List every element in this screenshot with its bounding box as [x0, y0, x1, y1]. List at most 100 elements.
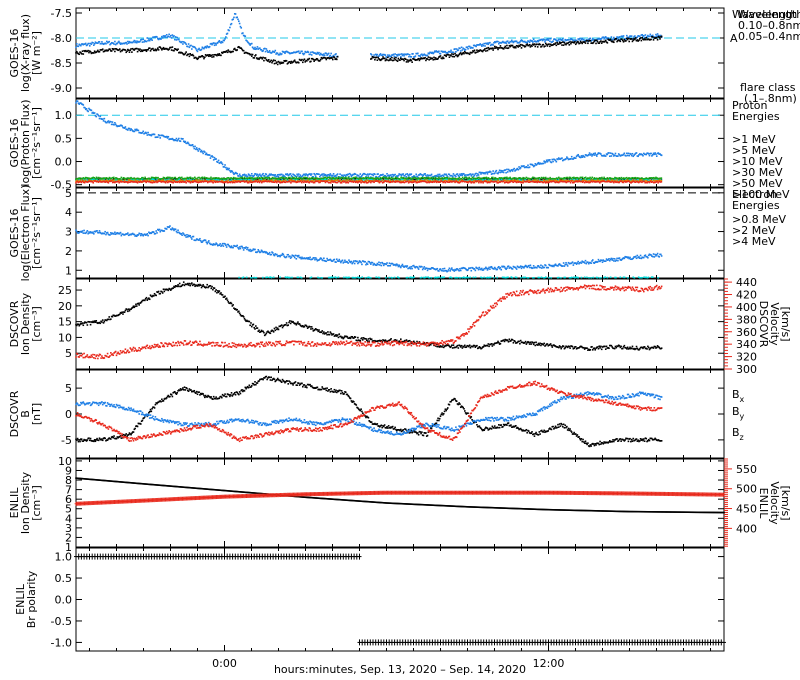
- data-point: [259, 180, 262, 182]
- data-point: [416, 181, 419, 184]
- data-point: [432, 175, 435, 178]
- data-point: [464, 51, 467, 54]
- data-point: [256, 173, 259, 176]
- data-point: [161, 37, 164, 39]
- data-point: [586, 39, 588, 42]
- data-point: [167, 49, 170, 51]
- data-point: [146, 179, 149, 182]
- data-point: [391, 175, 393, 178]
- data-point: [215, 180, 218, 183]
- data-point: [584, 178, 587, 181]
- data-point: [238, 46, 241, 49]
- data-point: [87, 49, 89, 52]
- data-point: [402, 181, 405, 183]
- data-point: [573, 181, 575, 184]
- data-point: [94, 114, 97, 117]
- data-point: [177, 180, 180, 183]
- data-point: [273, 51, 276, 54]
- data-point: [537, 179, 540, 182]
- data-point: [378, 181, 381, 184]
- data-point: [269, 51, 272, 54]
- data-point: [353, 177, 356, 180]
- data-point: [270, 179, 273, 182]
- data-point: [548, 159, 550, 162]
- data-point: [310, 54, 313, 56]
- data-point: [324, 180, 327, 182]
- data-point: [144, 179, 146, 182]
- data-point: [607, 152, 609, 154]
- data-point: [566, 180, 569, 183]
- data-point: [454, 181, 456, 184]
- data-point: [102, 180, 104, 183]
- data-point: [588, 181, 590, 184]
- data-point: [138, 49, 140, 52]
- data-point: [521, 177, 523, 180]
- data-point: [271, 179, 274, 181]
- data-point: [500, 42, 503, 44]
- data-point: [173, 49, 175, 52]
- data-point: [298, 180, 301, 183]
- data-point: [443, 179, 446, 182]
- data-point: [506, 179, 508, 182]
- data-point: [242, 32, 244, 34]
- data-point: [472, 44, 475, 47]
- data-point: [383, 57, 386, 60]
- data-point: [182, 52, 184, 55]
- data-point: [533, 181, 535, 183]
- data-point: [227, 49, 230, 51]
- data-point: [525, 176, 528, 179]
- data-point: [223, 39, 226, 42]
- data-point: [203, 46, 206, 49]
- data-point: [160, 180, 163, 182]
- data-point: [250, 55, 253, 57]
- data-point: [265, 180, 267, 182]
- data-point: [408, 175, 410, 177]
- data-point: [498, 42, 500, 45]
- data-point: [591, 42, 593, 44]
- data-point: [175, 48, 178, 51]
- data-point: [308, 180, 311, 183]
- data-point: [556, 40, 558, 43]
- data-point: [76, 43, 78, 45]
- data-point: [336, 174, 338, 176]
- data-point: [344, 174, 346, 177]
- data-point: [267, 51, 269, 53]
- data-point: [593, 154, 596, 156]
- data-point: [533, 179, 535, 182]
- data-point: [524, 45, 527, 48]
- data-point: [634, 35, 636, 37]
- data-point: [146, 49, 149, 51]
- data-point: [185, 179, 187, 181]
- data-point: [374, 58, 376, 61]
- data-point: [455, 178, 457, 180]
- data-point: [383, 53, 385, 56]
- data-point: [606, 180, 609, 183]
- data-point: [286, 179, 289, 182]
- data-point: [105, 42, 107, 45]
- data-point: [527, 166, 530, 169]
- data-point: [530, 180, 533, 182]
- data-point: [148, 47, 150, 50]
- data-point: [488, 181, 491, 184]
- data-point: [292, 177, 294, 180]
- data-point: [449, 54, 452, 56]
- data-point: [552, 177, 555, 180]
- data-point: [204, 178, 207, 180]
- data-point: [118, 178, 120, 180]
- data-point: [252, 47, 255, 50]
- data-point: [610, 177, 613, 180]
- data-point: [417, 181, 420, 183]
- data-point: [76, 50, 78, 53]
- data-point: [346, 181, 348, 183]
- data-point: [334, 174, 336, 177]
- data-point: [132, 48, 135, 51]
- data-point: [177, 38, 179, 41]
- data-point: [589, 37, 592, 40]
- data-point: [577, 41, 579, 43]
- data-point: [428, 58, 430, 61]
- legend-item: 0.10–0.8nm: [738, 19, 800, 32]
- data-point: [424, 173, 426, 175]
- data-point: [311, 51, 314, 53]
- data-point: [479, 171, 481, 174]
- data-point: [381, 174, 383, 176]
